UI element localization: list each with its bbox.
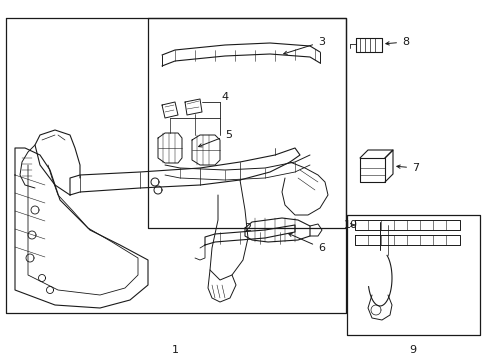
Text: 7: 7 xyxy=(396,163,418,173)
Text: 2: 2 xyxy=(244,223,251,233)
Text: 10: 10 xyxy=(343,220,357,230)
Text: 1: 1 xyxy=(171,345,178,355)
Text: 3: 3 xyxy=(283,37,325,54)
Text: 5: 5 xyxy=(198,130,231,147)
Text: 9: 9 xyxy=(408,345,416,355)
Text: 8: 8 xyxy=(385,37,408,47)
Text: 4: 4 xyxy=(221,92,228,102)
Text: 6: 6 xyxy=(288,233,325,253)
